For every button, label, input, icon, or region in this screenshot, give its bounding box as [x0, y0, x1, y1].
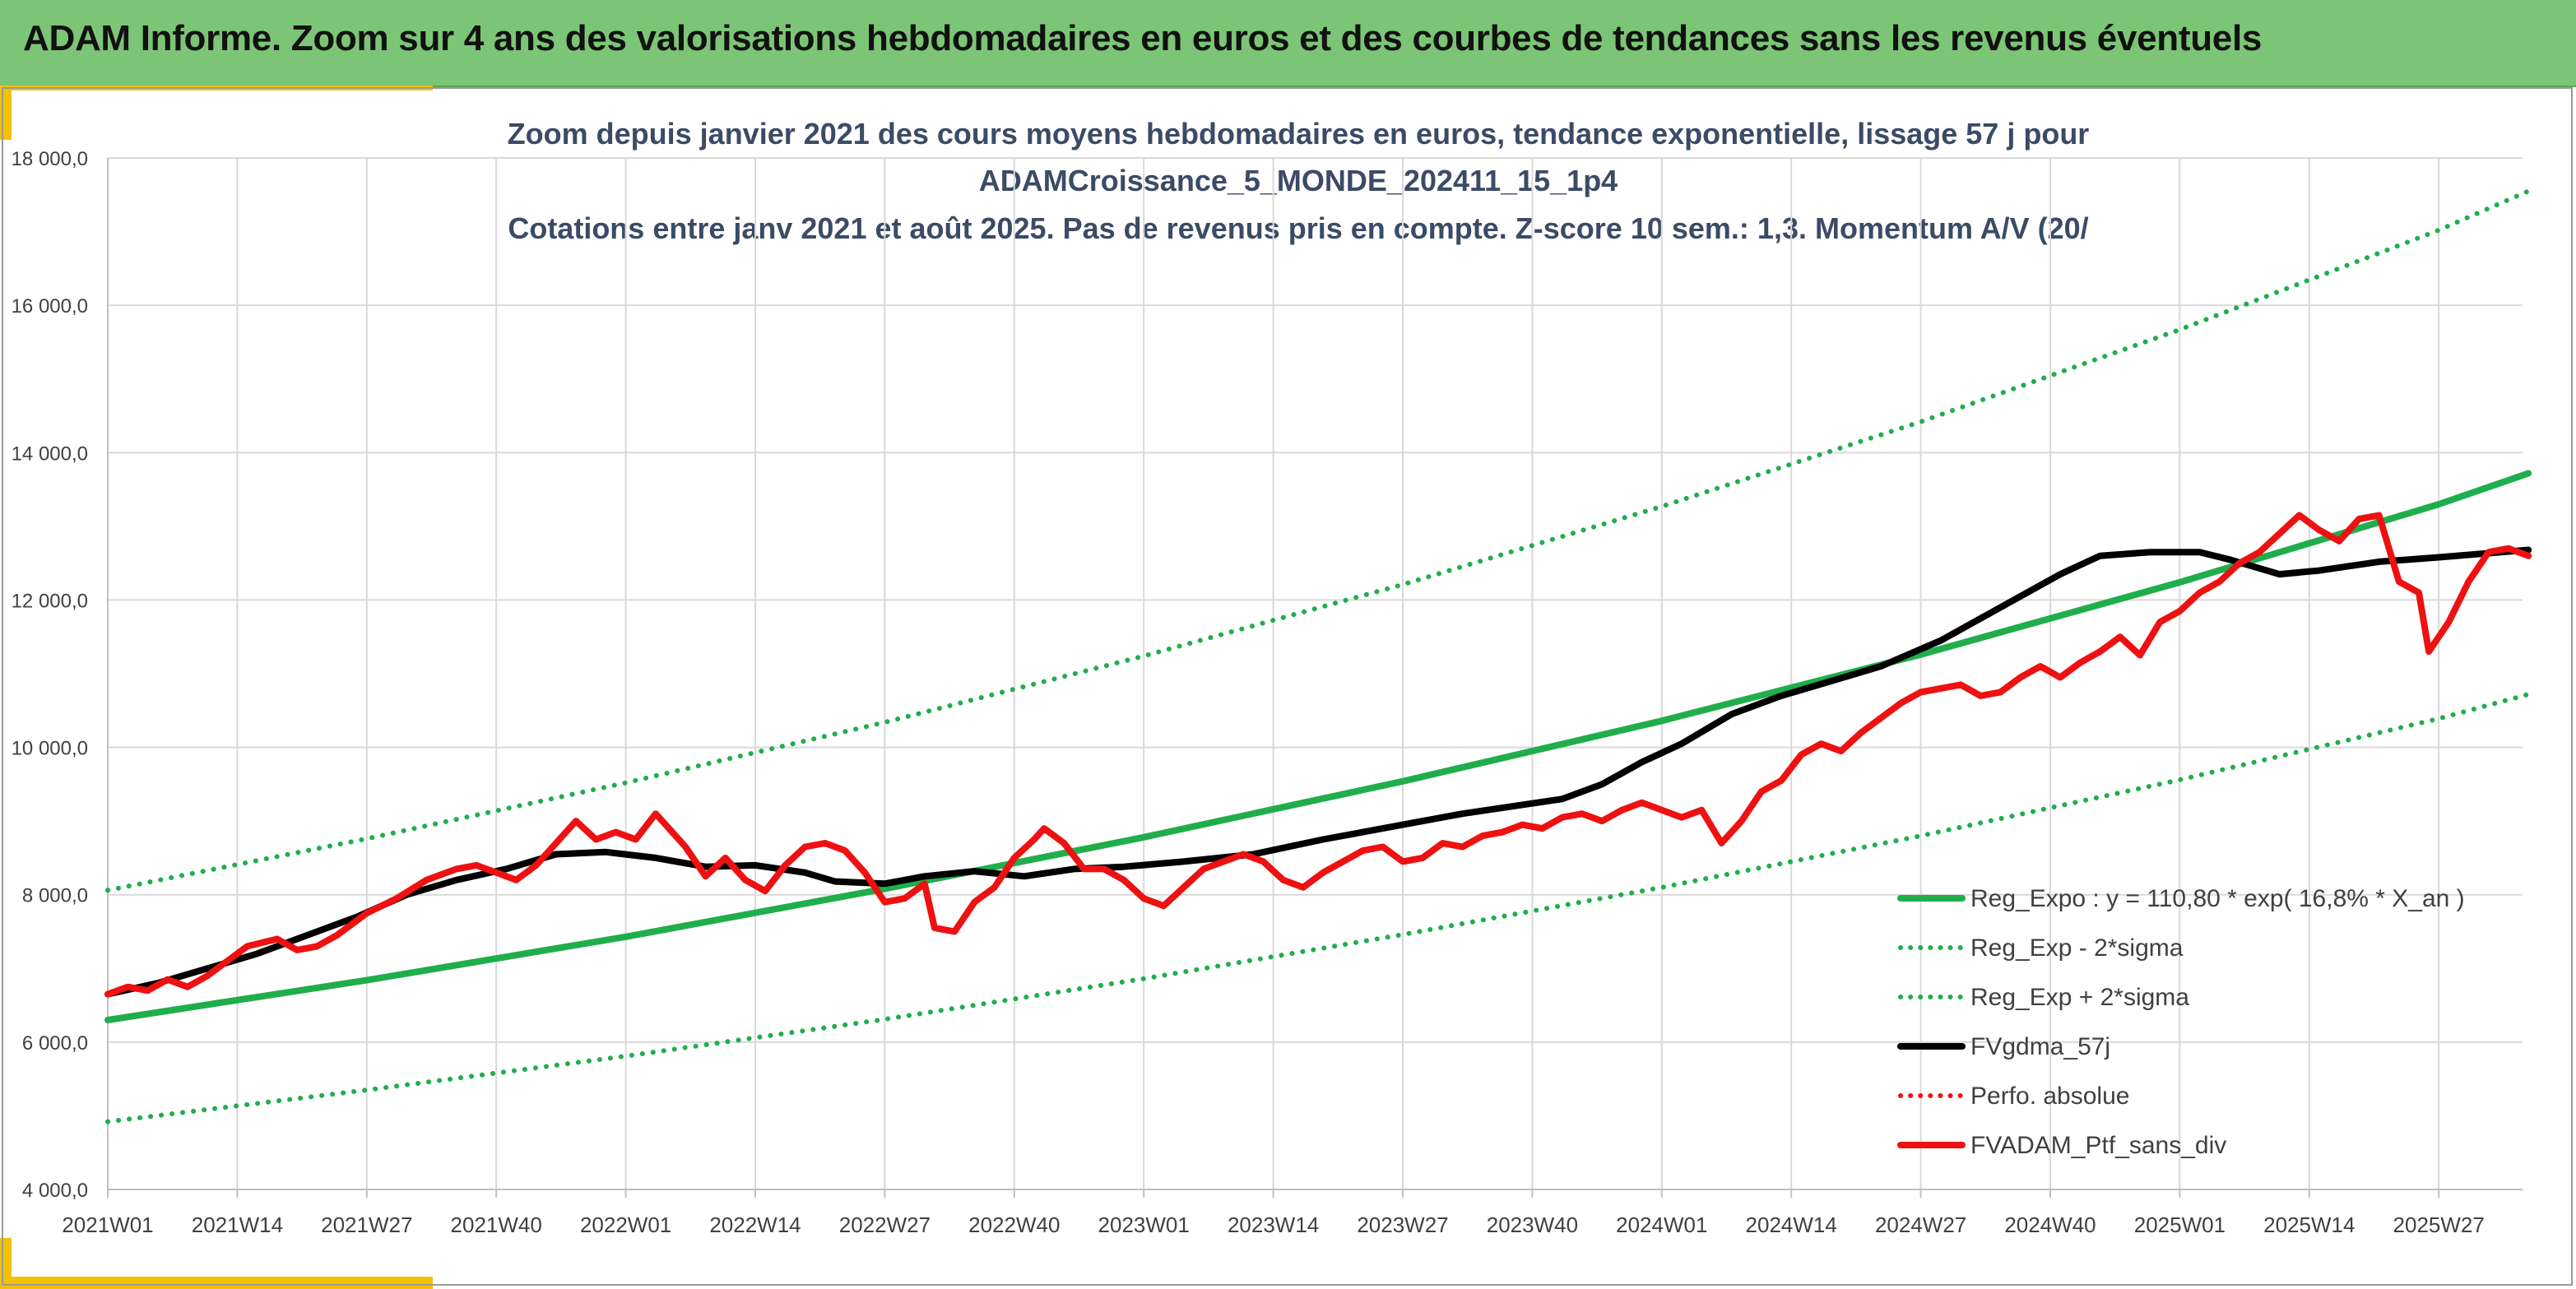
x-tick-label: 2025W14 [2263, 1212, 2355, 1237]
legend-label: Reg_Exp + 2*sigma [1970, 984, 2189, 1011]
x-tick-label: 2022W14 [709, 1212, 801, 1237]
legend-label: Reg_Exp - 2*sigma [1970, 934, 2184, 962]
series-lines [104, 188, 2532, 1124]
x-tick-label: 2022W01 [580, 1212, 671, 1237]
axes: 4 000,0 6 000,0 8 000,0 10 000,0 12 000,0 14 … [12, 148, 2523, 1237]
series-line-2 [105, 188, 2532, 893]
x-tick-label: 2023W27 [1357, 1212, 1448, 1237]
x-tick-label: 2025W27 [2393, 1212, 2485, 1237]
y-tick-label: 12 000,0 [12, 590, 88, 612]
legend-label: Perfo. absolue [1970, 1083, 2129, 1110]
y-tick-label: 4 000,0 [22, 1180, 88, 1202]
x-tick-label: 2023W40 [1487, 1212, 1578, 1237]
y-tick-label: 18 000,0 [12, 148, 88, 170]
series-line-1 [105, 692, 2532, 1124]
legend-label: FVgdma_57j [1970, 1033, 2110, 1060]
series-line-0 [104, 470, 2532, 1023]
grid [107, 157, 2523, 1190]
x-tick-label: 2022W27 [839, 1212, 931, 1237]
header-bar: ADAM Informe. Zoom sur 4 ans des valoris… [0, 0, 2576, 87]
x-tick-label: 2024W40 [2004, 1212, 2096, 1237]
series-line-5 [104, 512, 2532, 998]
page-title: ADAM Informe. Zoom sur 4 ans des valoris… [23, 18, 2263, 58]
x-tick-label: 2024W01 [1616, 1212, 1707, 1237]
x-tick-label: 2024W27 [1875, 1212, 1966, 1237]
legend-label: FVADAM_Ptf_sans_div [1970, 1132, 2226, 1159]
y-tick-label: 6 000,0 [22, 1032, 88, 1055]
x-tick-label: 2021W01 [62, 1212, 153, 1237]
y-tick-label: 16 000,0 [12, 295, 88, 318]
legend: Reg_Expo : y = 110,80 * exp( 16,8% * X_a… [1897, 885, 2465, 1159]
y-tick-label: 8 000,0 [22, 885, 88, 907]
chart-title-line: Zoom depuis janvier 2021 des cours moyen… [508, 117, 2090, 151]
x-tick-label: 2021W27 [321, 1212, 412, 1237]
y-tick-label: 10 000,0 [12, 738, 88, 760]
x-tick-label: 2022W40 [968, 1212, 1060, 1237]
y-tick-label: 14 000,0 [12, 443, 88, 465]
x-tick-label: 2024W14 [1746, 1212, 1837, 1237]
x-tick-label: 2021W14 [192, 1212, 283, 1237]
chart-title-line: Cotations entre janv 2021 et août 2025. … [508, 211, 2088, 245]
x-tick-label: 2023W01 [1098, 1212, 1190, 1237]
chart-frame [2, 87, 2573, 1286]
x-tick-label: 2023W14 [1228, 1212, 1319, 1237]
chart-title-line: ADAMCroissance_5_MONDE_202411_15_1p4 [979, 164, 1618, 197]
legend-label: Reg_Expo : y = 110,80 * exp( 16,8% * X_a… [1970, 885, 2465, 912]
accent-bar-bottom [0, 1277, 433, 1289]
x-tick-label: 2021W40 [451, 1212, 542, 1237]
chart-title: Zoom depuis janvier 2021 des cours moyen… [508, 117, 2090, 245]
x-tick-label: 2025W01 [2134, 1212, 2226, 1237]
